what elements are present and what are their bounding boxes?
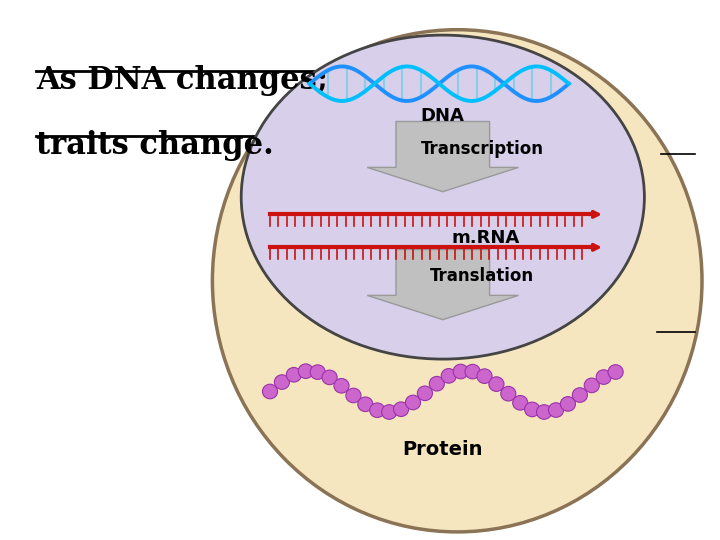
Ellipse shape bbox=[405, 395, 420, 410]
Ellipse shape bbox=[536, 404, 552, 419]
Ellipse shape bbox=[394, 402, 409, 416]
Ellipse shape bbox=[212, 30, 702, 532]
Ellipse shape bbox=[453, 364, 468, 379]
Ellipse shape bbox=[274, 375, 289, 389]
Ellipse shape bbox=[465, 364, 480, 379]
Ellipse shape bbox=[298, 364, 313, 379]
Ellipse shape bbox=[334, 379, 349, 393]
Text: Translation: Translation bbox=[431, 267, 534, 286]
Ellipse shape bbox=[525, 402, 540, 417]
Polygon shape bbox=[367, 122, 518, 192]
Ellipse shape bbox=[608, 364, 623, 379]
Ellipse shape bbox=[382, 404, 397, 419]
Ellipse shape bbox=[322, 370, 337, 384]
Text: Protein: Protein bbox=[402, 440, 483, 459]
Ellipse shape bbox=[241, 35, 644, 359]
Text: traits change.: traits change. bbox=[36, 130, 274, 160]
Ellipse shape bbox=[287, 368, 302, 382]
Ellipse shape bbox=[358, 397, 373, 411]
Ellipse shape bbox=[429, 376, 444, 391]
Ellipse shape bbox=[441, 369, 456, 383]
Ellipse shape bbox=[560, 396, 575, 411]
Ellipse shape bbox=[418, 386, 433, 401]
Ellipse shape bbox=[477, 369, 492, 383]
Ellipse shape bbox=[549, 403, 564, 417]
Text: DNA: DNA bbox=[421, 107, 464, 125]
Ellipse shape bbox=[513, 395, 528, 410]
Ellipse shape bbox=[369, 403, 384, 417]
Ellipse shape bbox=[310, 365, 325, 380]
Text: As DNA changes;: As DNA changes; bbox=[36, 65, 328, 96]
Text: m.RNA: m.RNA bbox=[452, 229, 520, 247]
Text: Transcription: Transcription bbox=[421, 139, 544, 158]
Ellipse shape bbox=[572, 388, 588, 402]
Ellipse shape bbox=[501, 387, 516, 401]
Ellipse shape bbox=[584, 378, 599, 393]
Ellipse shape bbox=[489, 377, 504, 392]
Polygon shape bbox=[367, 249, 518, 320]
Ellipse shape bbox=[346, 388, 361, 403]
Ellipse shape bbox=[596, 370, 611, 384]
Ellipse shape bbox=[262, 384, 278, 399]
